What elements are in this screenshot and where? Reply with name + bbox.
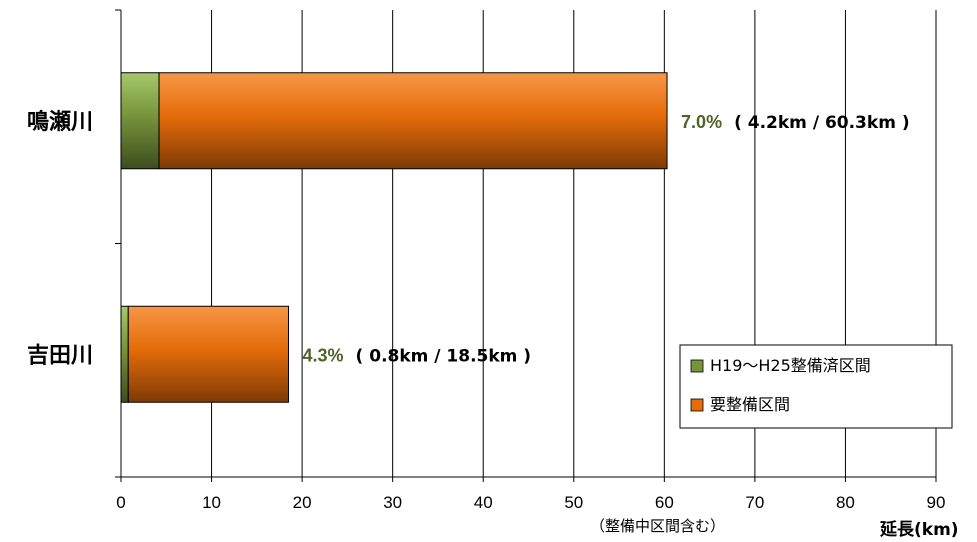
x-axis-label: 延長(km) (879, 519, 959, 540)
legend: H19〜H25整備済区間 要整備区間 (679, 344, 953, 429)
x-tick-label-10: 10 (202, 493, 221, 512)
legend-label-required: 要整備区間 (710, 395, 790, 414)
annotation-detail-1: ( 0.8km / 18.5km ) (356, 346, 532, 366)
annotation-percent-1: 4.3% (303, 345, 344, 365)
legend-swatch-required (690, 398, 704, 412)
category-label-1: 吉田川 (27, 342, 93, 368)
x-tick-label-50: 50 (564, 493, 583, 512)
bars (120, 72, 668, 403)
annotation-detail-0: ( 4.2km / 60.3km ) (734, 113, 910, 133)
bar-required-1 (127, 305, 290, 403)
x-tick-label-40: 40 (474, 493, 493, 512)
x-tick-label-30: 30 (383, 493, 402, 512)
x-tick-label-20: 20 (293, 493, 312, 512)
x-tick-label-70: 70 (745, 493, 764, 512)
bar-annotations: 7.0% ( 4.2km / 60.3km ) 4.3% ( 0.8km / 18.5… (303, 112, 910, 367)
bar-required-0 (158, 72, 668, 170)
x-tick-label-0: 0 (116, 493, 125, 512)
bar-completed-0 (120, 72, 160, 170)
x-tick-label-80: 80 (836, 493, 855, 512)
legend-box (679, 344, 953, 429)
x-tick-label-90: 90 (927, 493, 946, 512)
bar-completed-1 (120, 305, 129, 403)
legend-swatch-completed (690, 359, 704, 373)
annotation-percent-0: 7.0% (681, 112, 722, 132)
x-tick-labels: 0 10 20 30 40 50 60 70 80 90 (116, 493, 945, 512)
legend-label-completed: H19〜H25整備済区間 (710, 356, 871, 375)
x-tick-label-60: 60 (655, 493, 674, 512)
x-axis-note: （整備中区間含む） (590, 517, 725, 535)
category-label-0: 鳴瀬川 (27, 110, 93, 135)
